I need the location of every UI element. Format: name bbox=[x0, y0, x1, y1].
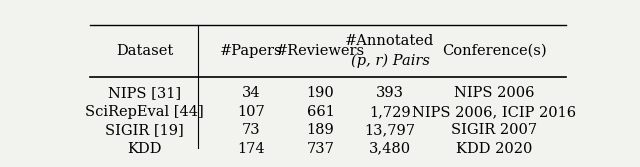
Text: Conference(s): Conference(s) bbox=[442, 44, 547, 58]
Text: 13,797: 13,797 bbox=[365, 123, 415, 137]
Text: #Papers: #Papers bbox=[220, 44, 282, 58]
Text: SIGIR 2007: SIGIR 2007 bbox=[451, 123, 537, 137]
Text: SIGIR [19]: SIGIR [19] bbox=[105, 123, 184, 137]
Text: 189: 189 bbox=[307, 123, 335, 137]
Text: (p, r) Pairs: (p, r) Pairs bbox=[351, 53, 429, 68]
Text: 190: 190 bbox=[307, 86, 335, 100]
Text: 34: 34 bbox=[242, 86, 260, 100]
Text: 737: 737 bbox=[307, 142, 335, 156]
Text: Dataset: Dataset bbox=[116, 44, 173, 58]
Text: #Annotated: #Annotated bbox=[346, 34, 435, 48]
Text: SciRepEval [44]: SciRepEval [44] bbox=[85, 105, 204, 119]
Text: KDD: KDD bbox=[127, 142, 162, 156]
Text: 174: 174 bbox=[237, 142, 265, 156]
Text: KDD 2020: KDD 2020 bbox=[456, 142, 532, 156]
Text: NIPS 2006, ICIP 2016: NIPS 2006, ICIP 2016 bbox=[412, 105, 576, 119]
Text: 661: 661 bbox=[307, 105, 335, 119]
Text: 107: 107 bbox=[237, 105, 265, 119]
Text: NIPS [31]: NIPS [31] bbox=[108, 86, 181, 100]
Text: #Reviewers: #Reviewers bbox=[276, 44, 365, 58]
Text: 1,729: 1,729 bbox=[369, 105, 411, 119]
Text: 73: 73 bbox=[242, 123, 260, 137]
Text: 3,480: 3,480 bbox=[369, 142, 411, 156]
Text: 393: 393 bbox=[376, 86, 404, 100]
Text: NIPS 2006: NIPS 2006 bbox=[454, 86, 534, 100]
